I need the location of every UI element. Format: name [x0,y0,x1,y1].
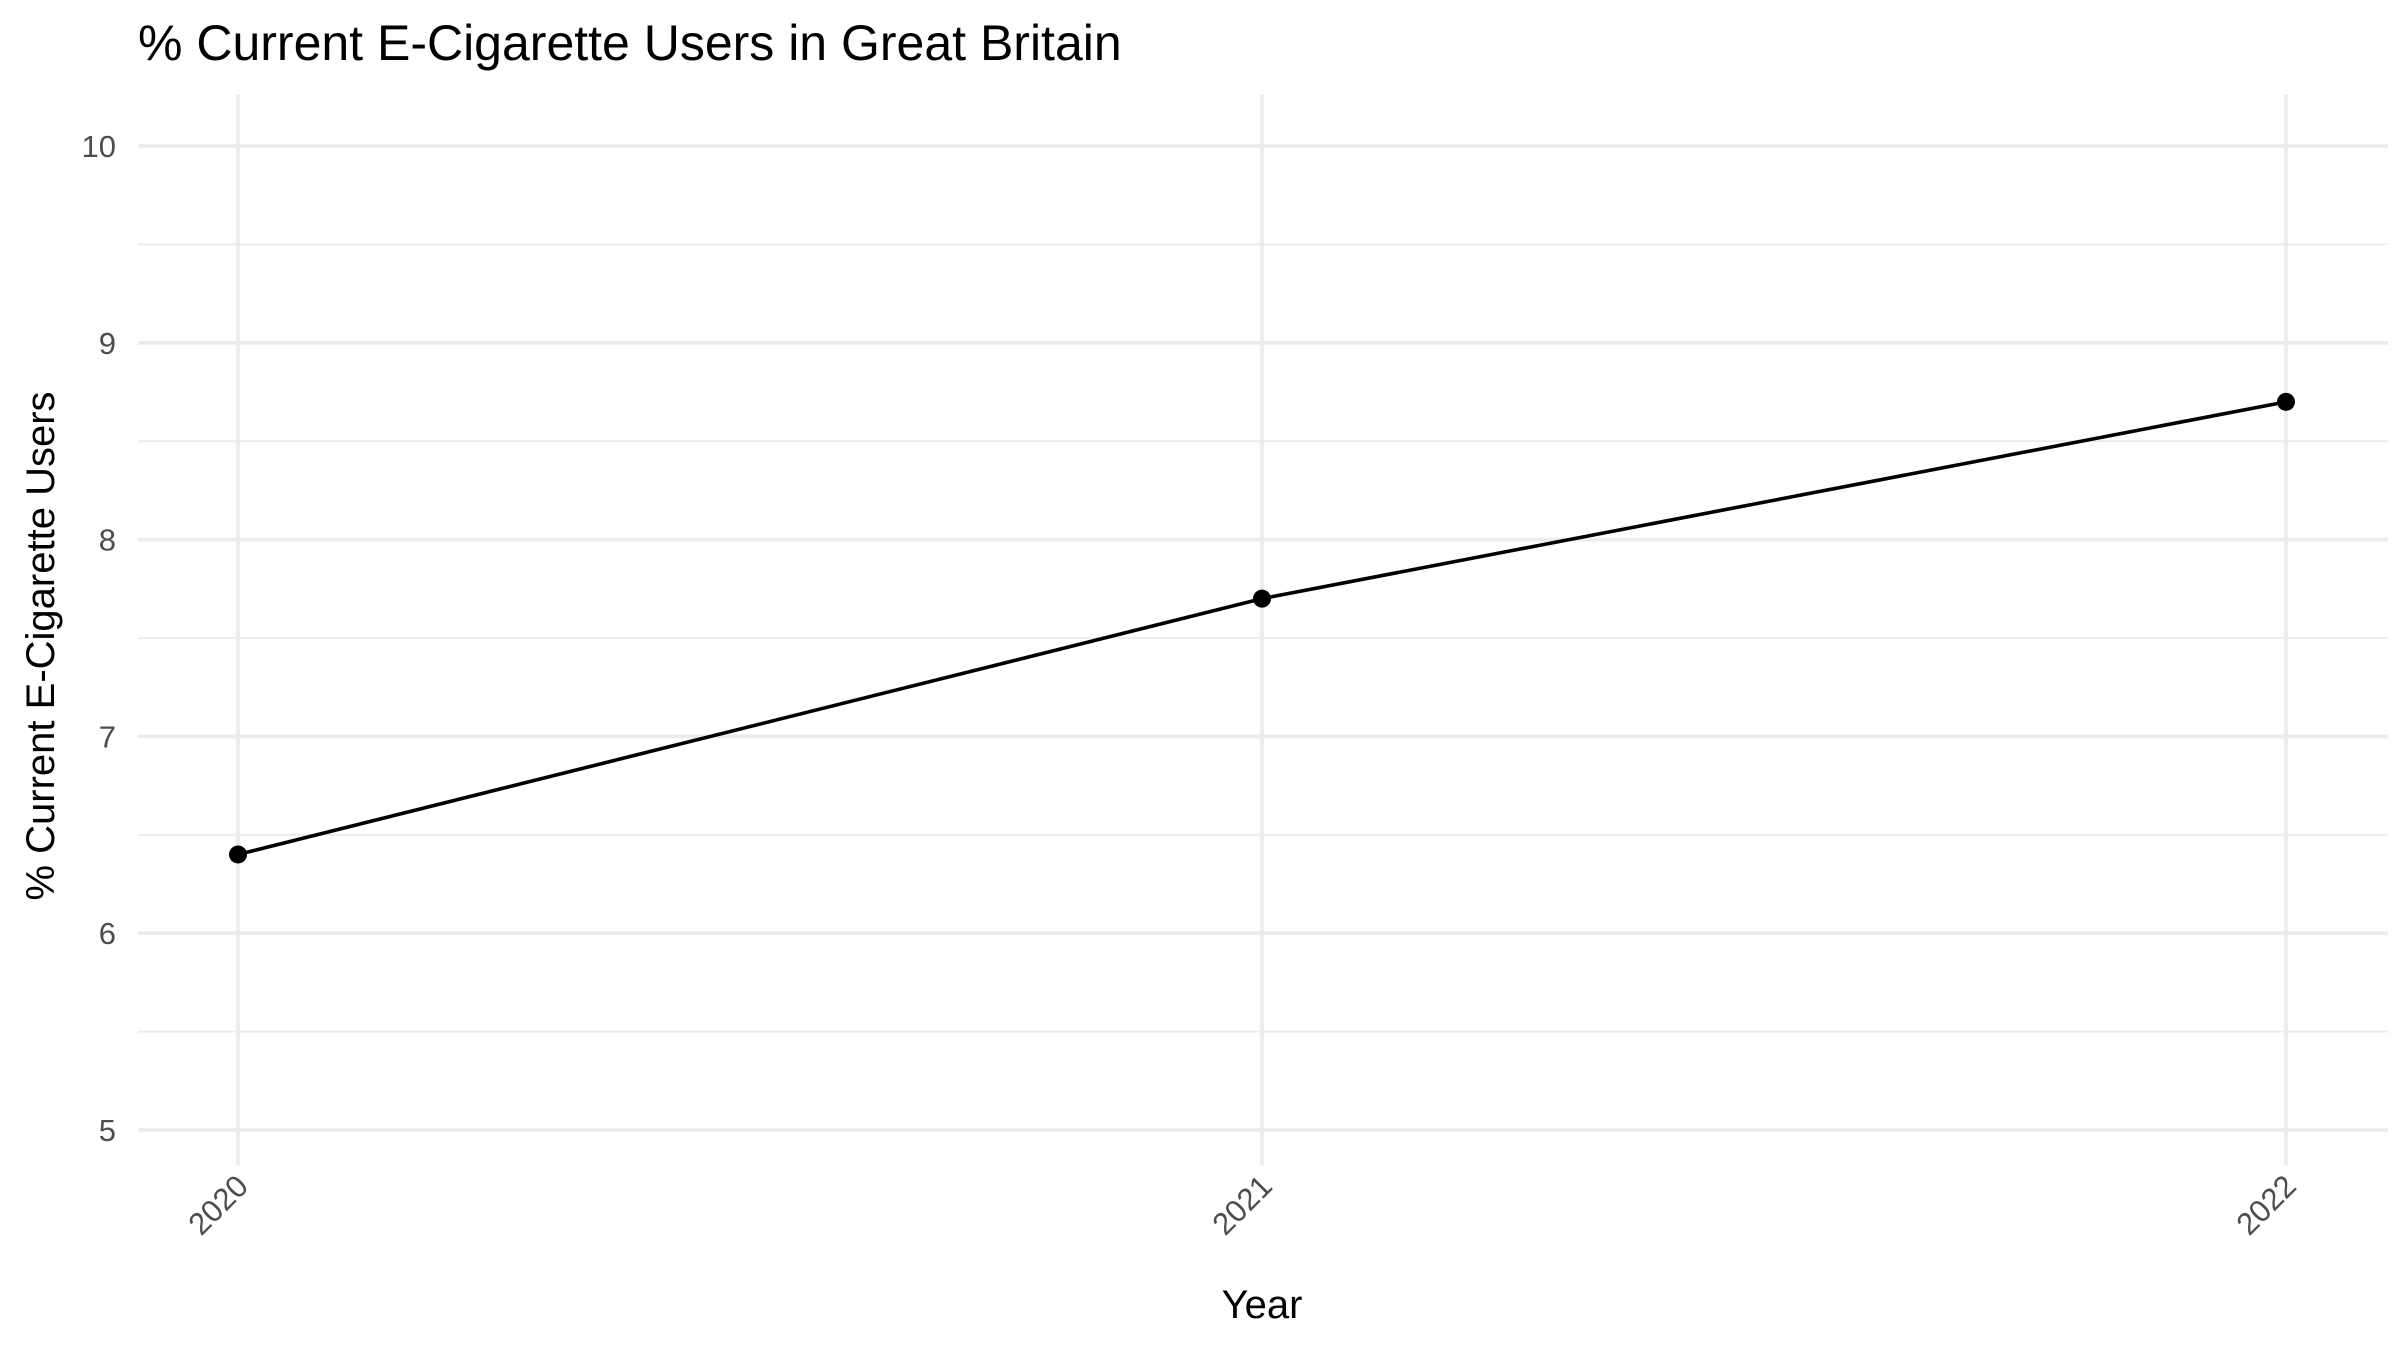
y-tick-label: 6 [99,916,116,951]
data-point-2022 [2277,392,2295,411]
y-tick-label: 7 [99,719,116,754]
y-tick-label: 9 [99,326,116,361]
y-axis-title: % Current E-Cigarette Users [19,391,63,900]
grid-lines [138,95,2388,1165]
chart-title: % Current E-Cigarette Users in Great Bri… [138,15,1122,71]
y-tick-label: 5 [99,1113,116,1148]
x-axis-title: Year [1222,1283,1303,1327]
y-tick-label: 10 [82,129,116,164]
data-point-2020 [229,845,247,864]
y-axis-tick-labels: 5 6 7 8 9 10 [82,129,116,1148]
y-tick-label: 8 [99,523,116,558]
series-layer [229,392,2295,864]
data-point-2021 [1253,589,1271,608]
